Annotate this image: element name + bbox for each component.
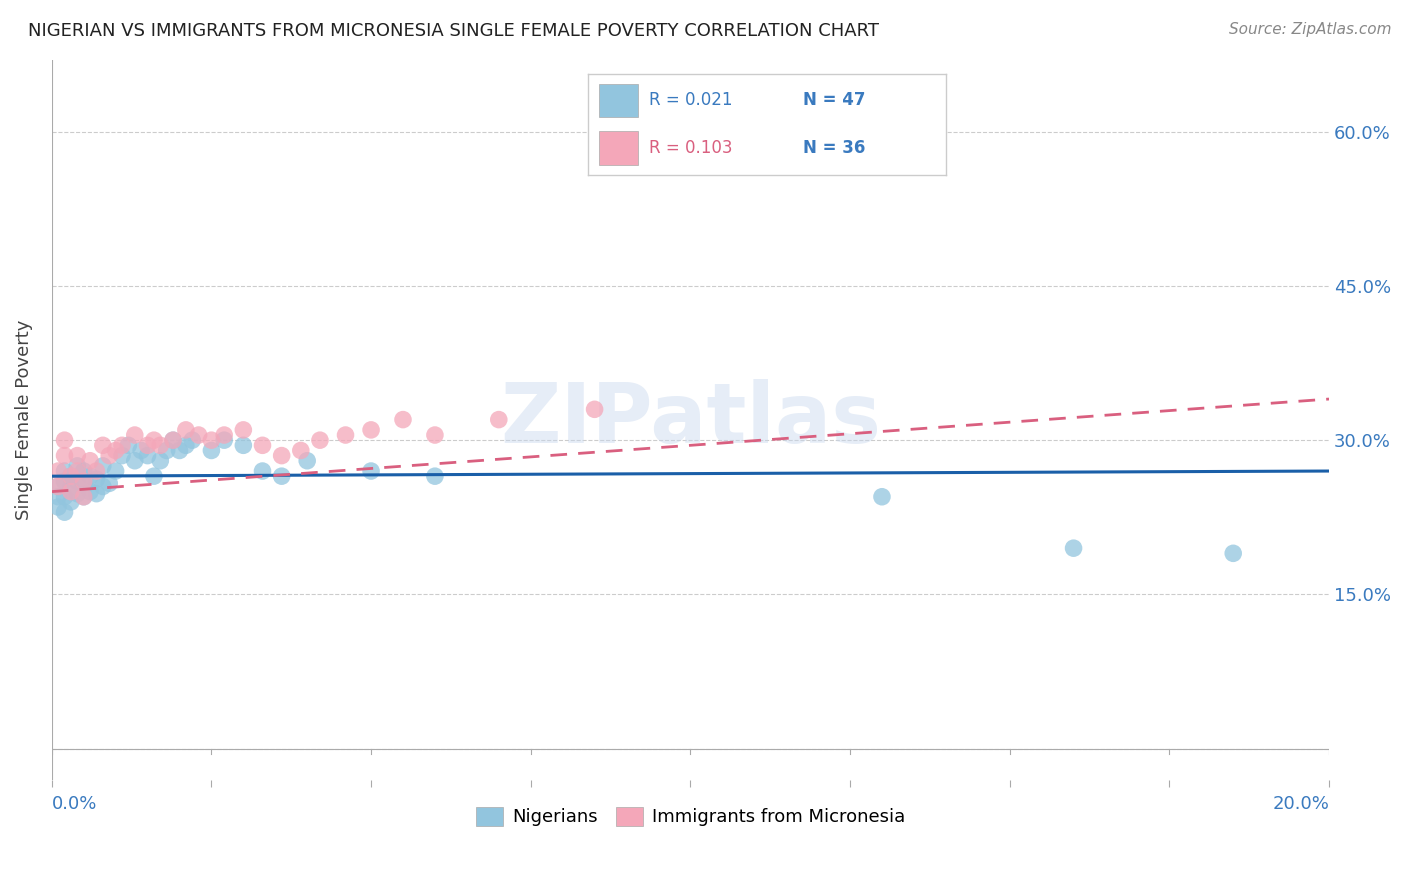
Point [73,490,96,504]
Point [66,458,89,473]
Point [66,475,89,489]
Y-axis label: Single Female Poverty: Single Female Poverty [15,319,32,520]
Point [156,443,179,458]
Point [870,490,893,504]
Point [423,428,446,442]
Point [66,464,89,478]
Point [124,454,146,468]
Point [136,449,159,463]
Point [1222,546,1244,560]
Point [111,438,134,452]
Point [360,464,382,478]
Point [162,433,184,447]
Point [212,428,235,442]
Point [583,402,606,417]
Point [86,472,108,486]
Point [59,469,82,483]
Point [149,438,172,452]
Point [232,438,254,452]
Point [53,464,76,478]
Point [79,484,101,499]
Point [91,479,114,493]
Point [86,486,108,500]
Point [136,438,159,452]
Point [149,454,172,468]
Point [46,479,69,493]
Point [270,449,292,463]
Point [53,505,76,519]
Point [73,476,96,491]
Point [290,443,312,458]
Point [59,495,82,509]
Point [252,438,274,452]
Point [46,464,69,478]
Point [174,438,197,452]
Point [91,458,114,473]
Point [1063,541,1085,556]
Point [53,449,76,463]
Point [98,449,121,463]
Point [91,438,114,452]
Point [117,438,139,452]
Point [104,464,127,478]
Point [59,479,82,493]
Text: 20.0%: 20.0% [1272,795,1329,813]
Point [129,443,152,458]
Point [98,476,121,491]
Point [124,428,146,442]
Point [232,423,254,437]
Point [59,484,82,499]
Point [187,428,209,442]
Point [53,475,76,489]
Point [104,443,127,458]
Point [142,433,165,447]
Point [73,490,96,504]
Point [66,449,89,463]
Point [212,433,235,447]
Point [73,475,96,489]
Point [46,490,69,504]
Text: ZIPatlas: ZIPatlas [501,379,882,460]
Point [335,428,357,442]
Point [73,464,96,478]
Point [169,443,191,458]
Point [53,433,76,447]
Point [423,469,446,483]
Point [66,486,89,500]
Point [360,423,382,437]
Point [181,433,204,447]
Point [46,479,69,493]
Point [46,500,69,514]
Point [200,443,222,458]
Text: NIGERIAN VS IMMIGRANTS FROM MICRONESIA SINGLE FEMALE POVERTY CORRELATION CHART: NIGERIAN VS IMMIGRANTS FROM MICRONESIA S… [28,22,879,40]
Text: Source: ZipAtlas.com: Source: ZipAtlas.com [1229,22,1392,37]
Point [392,412,415,426]
Legend: Nigerians, Immigrants from Micronesia: Nigerians, Immigrants from Micronesia [467,798,914,836]
Point [295,454,318,468]
Point [59,469,82,483]
Point [200,433,222,447]
Point [86,464,108,478]
Point [79,469,101,483]
Point [252,464,274,478]
Point [174,423,197,437]
Point [79,454,101,468]
Point [488,412,510,426]
Point [111,449,134,463]
Point [309,433,332,447]
Point [162,433,184,447]
Point [270,469,292,483]
Text: 0.0%: 0.0% [52,795,97,813]
Point [53,490,76,504]
Point [142,469,165,483]
